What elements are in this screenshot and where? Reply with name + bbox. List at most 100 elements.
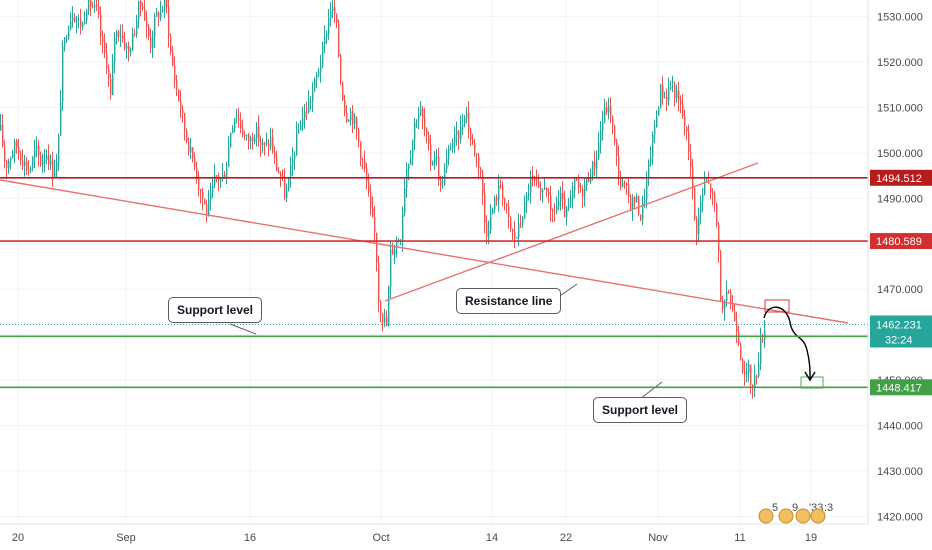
candle-body: [658, 107, 660, 116]
candle-body: [740, 344, 742, 360]
candle-body: [504, 199, 506, 204]
callout-pointer: [229, 323, 257, 335]
candle-body: [666, 97, 668, 101]
candle-body: [360, 142, 362, 160]
candle-body: [512, 229, 514, 232]
resistance-target-box: [764, 299, 790, 313]
candle-body: [84, 21, 86, 25]
candle-body: [712, 192, 714, 194]
candle-body: [224, 174, 226, 179]
candle-body: [178, 89, 180, 101]
candle-body: [350, 111, 352, 121]
candle-body: [354, 117, 356, 124]
candle-body: [526, 195, 528, 202]
candle-body: [134, 33, 136, 35]
candle-body: [756, 375, 758, 377]
candle-body: [484, 194, 486, 223]
candle-body: [346, 112, 348, 122]
event-badge: [758, 508, 774, 524]
candle-body: [714, 193, 716, 204]
candle-body: [314, 79, 316, 91]
candle-body: [566, 207, 568, 217]
candle-body: [288, 177, 290, 191]
candle-body: [168, 7, 170, 37]
candle-body: [418, 115, 420, 121]
candle-body: [700, 201, 702, 215]
candle-body: [422, 108, 424, 119]
candle-body: [340, 56, 342, 83]
candle-body: [342, 82, 344, 100]
candle-body: [214, 175, 216, 186]
candle-body: [458, 130, 460, 139]
candle-body: [662, 84, 664, 98]
candle-body: [672, 86, 674, 88]
candle-body: [136, 20, 138, 35]
candle-body: [396, 241, 398, 249]
candle-body: [222, 174, 224, 180]
candle-body: [470, 130, 472, 140]
candle-body: [232, 128, 234, 133]
candle-body: [152, 37, 154, 49]
candle-body: [242, 128, 244, 136]
candle-body: [364, 160, 366, 169]
candle-body: [320, 65, 322, 73]
event-badge-label: 9: [792, 502, 798, 514]
candle-body: [188, 141, 190, 153]
candle-body: [570, 198, 572, 206]
candle-body: [204, 199, 206, 205]
candle-body: [244, 135, 246, 137]
candle-body: [462, 124, 464, 127]
candle-body: [30, 168, 32, 172]
candle-body: [72, 17, 74, 21]
candle-body: [670, 87, 672, 89]
x-tick-label: Sep: [116, 532, 136, 544]
candle-body: [536, 180, 538, 182]
candle-body: [290, 164, 292, 178]
x-tick-label: 16: [244, 532, 256, 544]
candle-body: [16, 140, 18, 148]
candle-body: [250, 137, 252, 141]
candle-body: [488, 230, 490, 237]
candle-body: [130, 50, 132, 53]
candle-body: [12, 153, 14, 159]
candle-body: [624, 182, 626, 184]
candle-body: [316, 74, 318, 80]
candle-body: [266, 143, 268, 145]
candle-body: [144, 8, 146, 21]
candle-body: [210, 192, 212, 200]
candle-body: [540, 187, 542, 193]
candle-body: [460, 126, 462, 139]
candle-body: [454, 134, 456, 143]
candle-body: [378, 262, 380, 302]
candle-body: [424, 118, 426, 129]
candle-body: [14, 140, 16, 154]
candle-body: [310, 101, 312, 103]
candle-body: [96, 4, 98, 7]
y-tick-label: 1490.000: [877, 193, 923, 205]
candle-body: [212, 185, 214, 193]
candle-body: [328, 18, 330, 34]
candle-body: [382, 313, 384, 323]
candle-body: [194, 157, 196, 168]
candle-body: [22, 160, 24, 166]
candle-body: [620, 176, 622, 187]
candle-body: [108, 68, 110, 79]
x-tick-label: 11: [734, 532, 745, 544]
candle-body: [412, 140, 414, 160]
candle-body: [186, 130, 188, 142]
candle-body: [88, 0, 90, 11]
candle-body: [552, 210, 554, 212]
price-label-text: 1494.512: [876, 173, 922, 185]
x-tick-label: Nov: [648, 532, 668, 544]
last-price-label-box: [870, 315, 932, 348]
grid-lines: [0, 0, 868, 524]
candle-body: [272, 137, 274, 153]
candle-body: [284, 178, 286, 198]
candle-body: [500, 185, 502, 187]
candle-body: [530, 176, 532, 194]
candle-body: [80, 19, 82, 27]
candle-body: [580, 187, 582, 190]
candle-body: [138, 0, 140, 21]
candle-body: [344, 99, 346, 113]
